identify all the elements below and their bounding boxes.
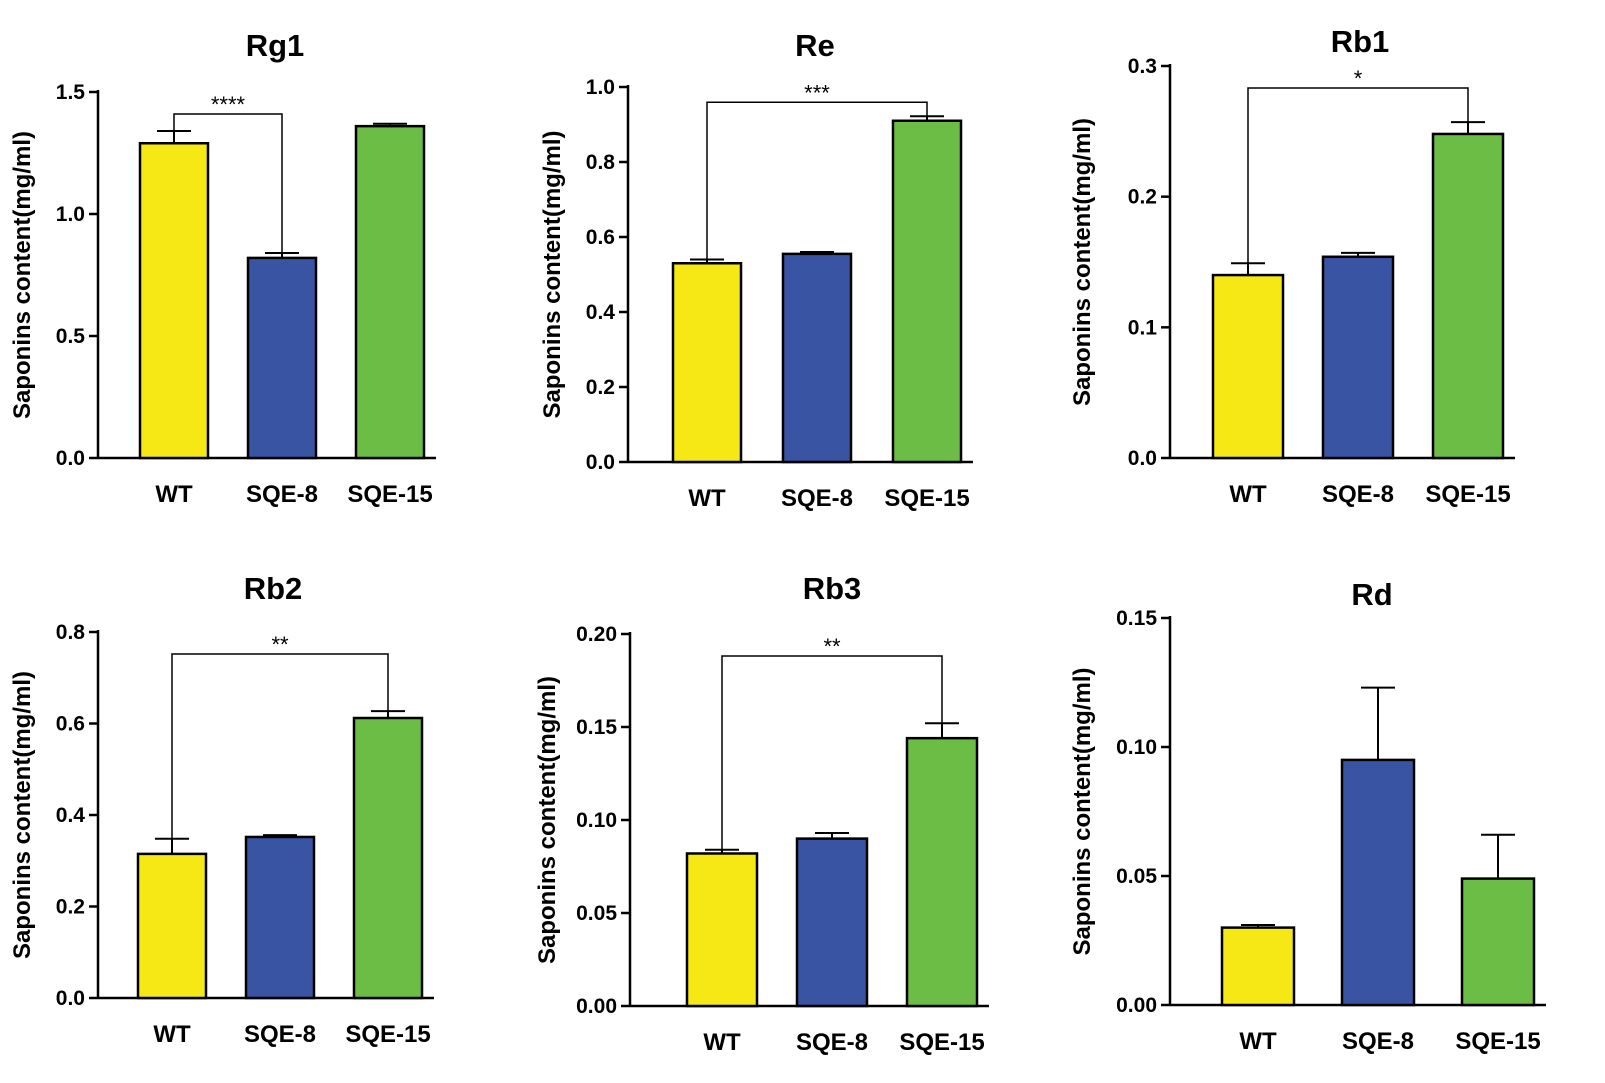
x-tick-label: SQE-15 — [884, 485, 969, 512]
y-tick-label: 0.8 — [586, 151, 616, 174]
y-tick-label: 0.05 — [576, 902, 617, 925]
significance-bracket — [721, 655, 943, 850]
y-tick-label: 0.8 — [56, 621, 86, 644]
significance-label: **** — [211, 92, 246, 117]
y-tick-label: 0.00 — [576, 995, 617, 1018]
panel-re: Re Saponins content(mg/ml) 0.0 0.2 0.4 0.6 0.8… — [539, 28, 973, 512]
panel-title: Rb1 — [1331, 24, 1390, 59]
bar-wt — [671, 262, 743, 464]
bar-sqe-15 — [352, 716, 424, 1000]
x-tick-label: WT — [153, 1021, 191, 1048]
y-tick-label: 0.4 — [586, 301, 616, 324]
bar-sqe-8 — [244, 835, 316, 1000]
y-tick-label: 0.5 — [56, 325, 86, 348]
panel-rb2: Rb2 Saponins content(mg/ml) 0.0 0.2 0.4 0.6 0.… — [9, 571, 434, 1048]
y-tick-label: 0.2 — [586, 376, 615, 399]
x-tick-label: SQE-15 — [347, 481, 432, 508]
x-tick-label: SQE-15 — [1425, 481, 1510, 508]
x-tick-label: SQE-8 — [1322, 481, 1394, 508]
panel-title: Rd — [1351, 577, 1392, 612]
x-tick-label: WT — [155, 481, 193, 508]
bar-sqe-8 — [1321, 255, 1395, 460]
y-tick-label: 0.15 — [1116, 607, 1157, 630]
y-tick-label: 0.0 — [56, 447, 85, 470]
panel-title: Rb3 — [803, 571, 862, 606]
y-tick-label: 0.6 — [56, 713, 85, 736]
bar-sqe-15 — [354, 124, 426, 460]
y-tick-label: 1.5 — [56, 81, 86, 104]
panel-title: Re — [795, 28, 835, 63]
y-axis-label: Saponins content(mg/ml) — [1069, 118, 1096, 406]
y-tick-label: 0.00 — [1116, 994, 1157, 1017]
y-tick-label: 0.20 — [576, 623, 617, 646]
x-tick-label: SQE-8 — [1342, 1028, 1414, 1055]
y-tick-label: 0.0 — [1128, 447, 1157, 470]
significance-label: ** — [823, 634, 841, 659]
panel-title: Rb2 — [244, 571, 303, 606]
y-tick-label: 0.4 — [56, 804, 86, 827]
y-tick-label: 0.6 — [586, 226, 615, 249]
bar-sqe-8 — [1340, 758, 1416, 1007]
y-tick-label: 0.10 — [1116, 736, 1157, 759]
panel-rb1: Rb1 Saponins content(mg/ml) 0.0 0.1 0.2 0.3 WT… — [1069, 24, 1515, 508]
bar-wt — [138, 141, 210, 460]
y-axis-label: Saponins content(mg/ml) — [539, 131, 566, 419]
bar-wt — [1211, 273, 1285, 460]
y-tick-label: 0.2 — [56, 896, 85, 919]
y-tick-label: 1.0 — [586, 76, 615, 99]
bar-sqe-15 — [1431, 132, 1505, 460]
y-tick-label: 0.15 — [576, 716, 617, 739]
bar-sqe-8 — [781, 252, 853, 464]
panel-rb3: Rb3 Saponins content(mg/ml) 0.00 0.05 0.10 0.… — [534, 571, 989, 1056]
x-tick-label: WT — [703, 1029, 741, 1056]
x-tick-label: SQE-8 — [796, 1029, 868, 1056]
y-tick-label: 0.0 — [56, 987, 85, 1010]
x-tick-label: SQE-15 — [345, 1021, 430, 1048]
bar-wt — [1220, 926, 1296, 1007]
y-tick-label: 0.05 — [1116, 865, 1157, 888]
bar-sqe-15 — [1460, 877, 1536, 1007]
x-tick-label: WT — [1239, 1028, 1277, 1055]
x-tick-label: SQE-15 — [1455, 1028, 1540, 1055]
y-tick-label: 0.3 — [1128, 55, 1157, 78]
significance-bracket — [173, 113, 283, 254]
y-axis-label: Saponins content(mg/ml) — [1069, 668, 1096, 956]
significance-label: * — [1354, 66, 1363, 91]
x-tick-label: SQE-8 — [246, 481, 318, 508]
y-tick-label: 1.0 — [56, 203, 85, 226]
significance-bracket — [171, 653, 389, 839]
y-tick-label: 0.0 — [586, 451, 615, 474]
y-axis-label: Saponins content(mg/ml) — [9, 671, 36, 959]
x-tick-label: SQE-8 — [781, 485, 853, 512]
x-tick-label: WT — [1229, 481, 1267, 508]
bar-sqe-8 — [795, 837, 869, 1008]
significance-bracket — [706, 101, 928, 260]
bar-sqe-8 — [246, 256, 318, 460]
x-tick-label: WT — [688, 485, 726, 512]
y-tick-label: 0.2 — [1128, 186, 1157, 209]
y-tick-label: 0.1 — [1128, 316, 1158, 339]
significance-label: ** — [271, 632, 289, 657]
x-tick-label: SQE-8 — [244, 1021, 316, 1048]
y-axis-label: Saponins content(mg/ml) — [9, 131, 36, 419]
panel-title: Rg1 — [246, 28, 305, 63]
bar-sqe-15 — [891, 119, 963, 464]
bar-sqe-15 — [905, 736, 979, 1008]
y-tick-label: 0.10 — [576, 809, 617, 832]
y-axis-label: Saponins content(mg/ml) — [534, 676, 561, 964]
panel-rd: Rd Saponins content(mg/ml) 0.00 0.05 0.10 0.1… — [1069, 577, 1546, 1055]
panel-rg1: Rg1 Saponins content(mg/ml) 0.0 0.5 1.0 1.5 WT… — [9, 28, 436, 508]
x-tick-label: SQE-15 — [899, 1029, 984, 1056]
bar-wt — [685, 852, 759, 1008]
bar-wt — [136, 852, 208, 1000]
significance-label: *** — [804, 80, 830, 105]
significance-bracket — [1247, 87, 1469, 264]
